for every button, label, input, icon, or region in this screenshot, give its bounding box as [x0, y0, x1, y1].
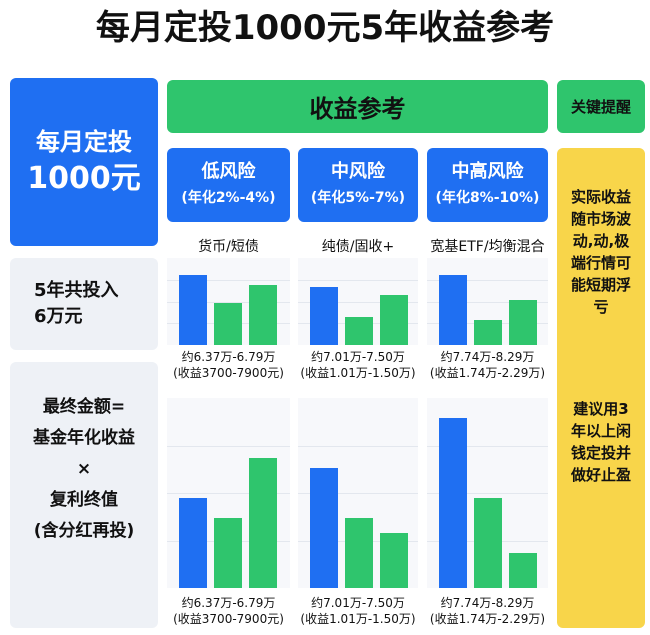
grid-line: [298, 445, 418, 447]
bar: [380, 533, 408, 588]
amount: 约7.01万-7.50万: [311, 596, 405, 610]
amount: 约7.74万-8.29万: [440, 596, 535, 610]
text: 每月定投: [36, 128, 132, 156]
grid-line: [167, 279, 290, 281]
grid-line: [167, 493, 290, 494]
amount: 约7.01万-7.50万: [311, 350, 405, 364]
bar: [345, 518, 373, 588]
grid-line: [298, 493, 418, 494]
bar: [214, 518, 242, 588]
formula-box: 最终金额= 基金年化收益 × 复利终值 (含分红再投): [10, 362, 158, 628]
chart-panel: [298, 258, 418, 345]
gain: (收益1.01万-1.50万): [300, 612, 416, 626]
total-box: 5年共投入 6万元: [10, 258, 158, 350]
amount: 约6.37万-6.79万: [181, 350, 276, 364]
chart-panel: [167, 398, 290, 588]
bar: [509, 553, 537, 588]
amount: 约6.37万-6.79万: [181, 596, 276, 610]
bar: [310, 468, 338, 588]
text: 1000元: [27, 161, 141, 196]
bar: [439, 418, 467, 588]
risk-range: (年化8%-10%): [435, 190, 540, 206]
grid-line: [427, 445, 548, 447]
reminder: 实际收益随市场波动,动,极端行情可能短期浮亏: [570, 188, 631, 316]
formula-line: (含分红再投): [33, 521, 135, 541]
reminder-box: 实际收益随市场波动,动,极端行情可能短期浮亏建议用3年以上闲钱定投并做好止盈: [557, 148, 645, 628]
gain: (收益1.74万-2.29万): [429, 366, 546, 380]
gain: (收益1.01万-1.50万): [300, 366, 416, 380]
chart-panel: [427, 258, 548, 345]
bar: [509, 300, 537, 345]
grid-line: [298, 301, 418, 303]
risk-name: 中风险: [331, 161, 385, 182]
gain: (收益1.74万-2.29万): [429, 612, 546, 626]
gain: (收益3700-7900元): [173, 366, 284, 380]
bar: [249, 285, 277, 345]
assets: 货币/短债: [198, 239, 259, 255]
bar: [474, 320, 502, 345]
monthly-box: 每月定投 1000元: [10, 78, 158, 246]
reminder: 建议用3年以上闲钱定投并做好止盈: [570, 400, 631, 484]
grid-line: [427, 301, 548, 303]
chart-panel: [298, 398, 418, 588]
bar: [439, 275, 467, 345]
grid-line: [167, 445, 290, 447]
reminder-header: 关键提醒: [557, 80, 645, 133]
gain: (收益3700-7900元): [173, 612, 284, 626]
risk-name: 中高风险: [451, 161, 524, 182]
bar: [310, 287, 338, 345]
chart-panel: [167, 258, 290, 345]
risk-range: (年化5%-7%): [310, 190, 406, 206]
grid-line: [298, 279, 418, 281]
bar: [345, 317, 373, 345]
risk-box: 中高风险 (年化8%-10%): [427, 148, 548, 222]
assets: 宽基ETF/均衡混合: [430, 239, 545, 255]
bar: [474, 498, 502, 588]
text: 5年共投入: [34, 280, 119, 301]
formula-line: 复利终值: [50, 490, 118, 510]
bar: [179, 498, 207, 588]
text: 6万元: [34, 306, 83, 327]
bar: [214, 303, 242, 345]
bar: [179, 275, 207, 345]
risk-name: 低风险: [201, 161, 256, 182]
formula-line: ×: [76, 459, 92, 479]
bar: [249, 458, 277, 588]
risk-box: 低风险 (年化2%-4%): [167, 148, 290, 222]
grid-line: [427, 493, 548, 494]
formula-line: 最终金额=: [42, 397, 126, 417]
risk-range: (年化2%-4%): [181, 190, 276, 206]
formula-line: 基金年化收益: [33, 428, 135, 448]
chart-panel: [427, 398, 548, 588]
bar: [380, 295, 408, 345]
assets: 纯债/固收+: [321, 239, 395, 255]
amount: 约7.74万-8.29万: [440, 350, 535, 364]
title: 每月定投1000元5年收益参考: [95, 8, 555, 48]
grid-line: [167, 301, 290, 303]
risk-box: 中风险 (年化5%-7%): [298, 148, 418, 222]
grid-line: [427, 279, 548, 281]
header: 收益参考: [167, 80, 548, 133]
